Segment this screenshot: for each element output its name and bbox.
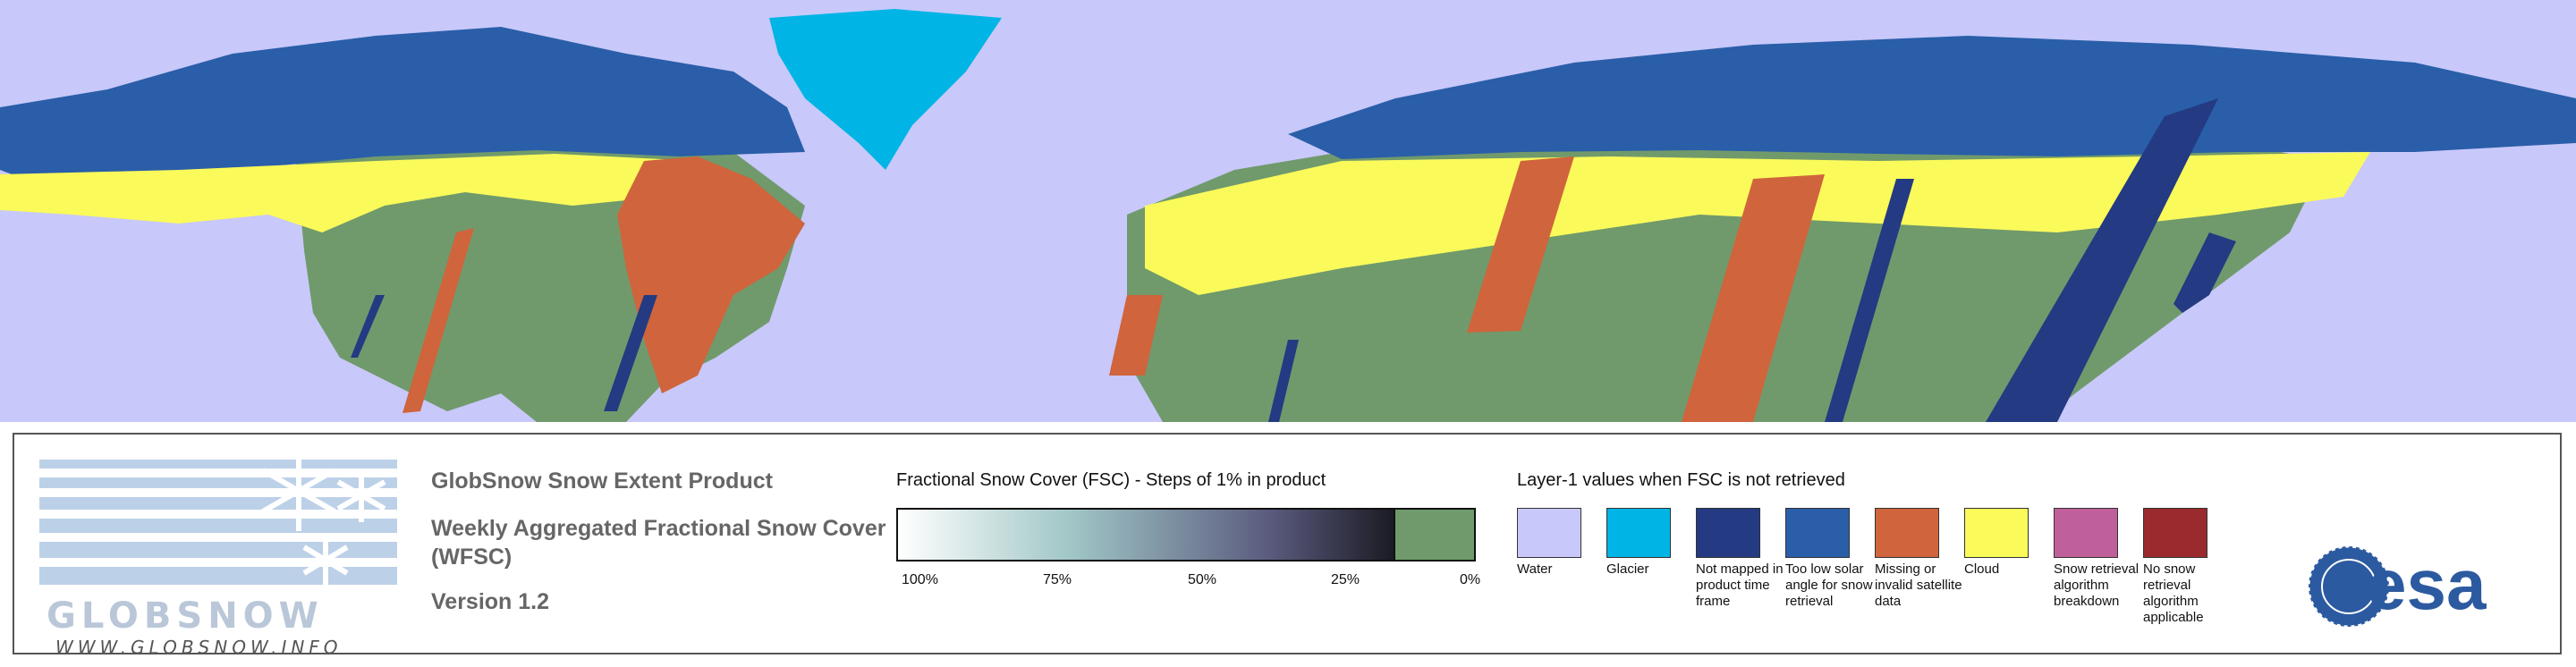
layer1-label: Too low solar angle for snow retrieval	[1785, 561, 1873, 609]
layer1-item: Missing or invalid satellite data	[1875, 508, 1962, 610]
us-swath-3	[604, 295, 657, 411]
layer1-swatch	[1785, 508, 1850, 558]
layer1-swatch	[1964, 508, 2029, 558]
product-title: GlobSnow Snow Extent Product	[431, 469, 773, 494]
fsc-tick-50: 50%	[1188, 572, 1217, 587]
fsc-legend-title: Fractional Snow Cover (FSC) - Steps of 1…	[896, 470, 1326, 490]
layer1-item: Not mapped in product time frame	[1696, 508, 1784, 610]
fsc-tick-0: 0%	[1460, 572, 1481, 587]
north-america-arctic	[0, 27, 805, 183]
layer1-label: Glacier	[1606, 561, 1649, 577]
layer1-label: Cloud	[1964, 561, 2000, 577]
layer1-item: No snow retrieval algorithm applicable	[2143, 508, 2229, 626]
fsc-tick-25: 25%	[1331, 572, 1360, 587]
eurasia-missing-1	[1467, 156, 1574, 333]
fsc-tick-100: 100%	[902, 572, 938, 587]
snowflake-icon	[261, 451, 386, 585]
layer1-item: Water	[1517, 508, 1603, 578]
globsnow-wordmark: GLOBSNOW	[47, 595, 324, 637]
eurasia-notmapped-3	[1268, 340, 1299, 422]
snow-cover-map	[0, 0, 2576, 422]
esa-logo-graphic: esa	[2307, 545, 2487, 629]
fsc-gradient-bar	[896, 508, 1395, 561]
eurasia-notmapped-2	[1825, 179, 1914, 422]
esa-logo: esa	[2304, 542, 2555, 631]
fsc-zero-swatch	[1395, 508, 1476, 561]
layer1-swatch	[2054, 508, 2118, 558]
esa-globe-icon	[2307, 545, 2391, 629]
layer1-swatch	[1606, 508, 1671, 558]
map-graphic	[0, 9, 2576, 422]
greenland	[769, 9, 1002, 170]
layer1-item: Glacier	[1606, 508, 1692, 578]
canada-cloud	[0, 154, 698, 232]
layer1-legend-title: Layer-1 values when FSC is not retrieved	[1517, 470, 1845, 490]
eurasia-cloud	[1145, 152, 2370, 295]
us-swath-2	[351, 295, 385, 358]
product-version: Version 1.2	[431, 589, 550, 614]
layer1-label: Water	[1517, 561, 1553, 577]
layer1-swatch	[2143, 508, 2207, 558]
globsnow-stripes-graphic	[39, 451, 397, 585]
layer1-label: Missing or invalid satellite data	[1875, 561, 1962, 609]
us-swath-1	[402, 228, 474, 413]
japan	[2174, 232, 2236, 313]
title-block: GlobSnow Snow Extent Product Weekly Aggr…	[431, 469, 896, 615]
layer1-swatch	[1517, 508, 1581, 558]
layer1-swatch	[1696, 508, 1760, 558]
fsc-legend: Fractional Snow Cover (FSC) - Steps of 1…	[896, 470, 1496, 587]
eurasia-arctic	[1288, 36, 2576, 159]
layer1-label: Not mapped in product time frame	[1696, 561, 1784, 609]
eurasia-notmapped-1	[1986, 98, 2218, 422]
east-canada-missing	[617, 156, 805, 393]
layer1-label: Snow retrieval algorithm breakdown	[2054, 561, 2140, 609]
layer1-item: Too low solar angle for snow retrieval	[1785, 508, 1873, 610]
layer1-label: No snow retrieval algorithm applicable	[2143, 561, 2204, 625]
layer1-legend: Layer-1 values when FSC is not retrieved…	[1517, 470, 2286, 625]
esa-wordmark: esa	[2367, 545, 2487, 624]
eurasia-missing-2	[1682, 174, 1825, 422]
layer1-item: Cloud	[1964, 508, 2050, 578]
layer1-swatch	[1875, 508, 1939, 558]
globsnow-url: WWW.GLOBSNOW.INFO	[55, 637, 343, 658]
layer1-item: Snow retrieval algorithm breakdown	[2054, 508, 2140, 610]
globsnow-logo: GLOBSNOW WWW.GLOBSNOW.INFO	[39, 451, 397, 658]
product-subtitle: Weekly Aggregated Fractional Snow Cover …	[431, 516, 886, 570]
eurasia-missing-3	[1109, 295, 1163, 376]
legend-panel: GLOBSNOW WWW.GLOBSNOW.INFO GlobSnow Snow…	[13, 433, 2562, 658]
fsc-tick-75: 75%	[1043, 572, 1072, 587]
